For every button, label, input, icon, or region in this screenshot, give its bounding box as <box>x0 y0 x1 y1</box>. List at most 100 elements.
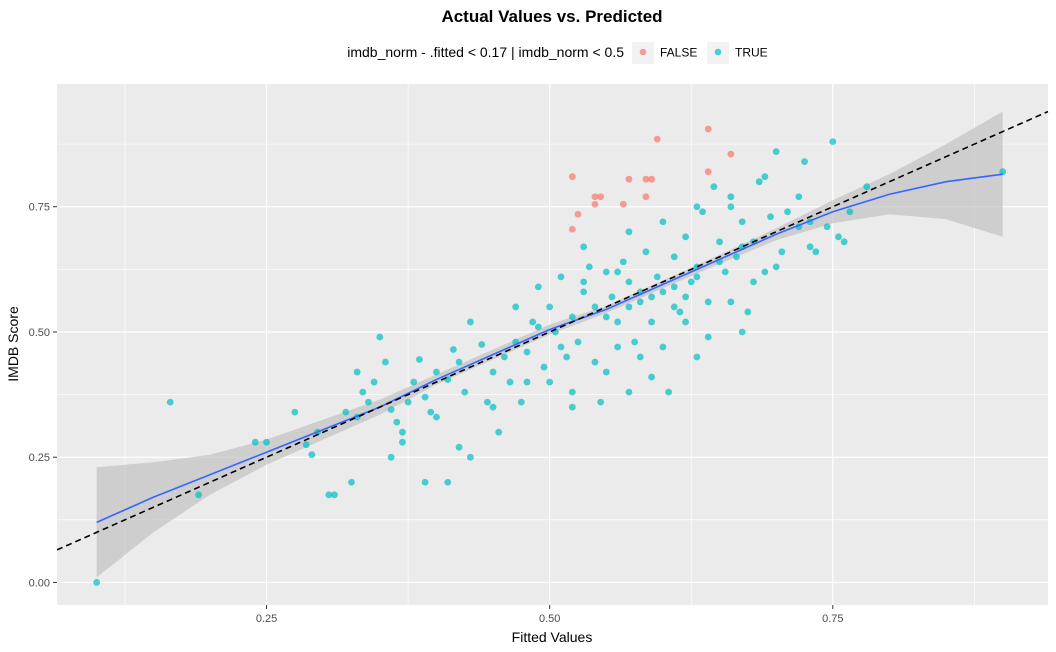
data-point-true <box>574 338 582 346</box>
data-point-true <box>489 403 497 411</box>
y-tick-label: 0.75 <box>29 202 50 214</box>
data-point-true <box>693 203 701 211</box>
data-point-true <box>568 313 576 321</box>
data-point-true <box>353 368 361 376</box>
data-point-false <box>642 175 650 183</box>
data-point-false <box>568 173 576 181</box>
data-point-true <box>846 208 854 216</box>
data-point-true <box>387 406 395 414</box>
x-tick-label: 0.75 <box>822 613 843 625</box>
data-point-true <box>659 218 667 226</box>
data-point-true <box>823 223 831 231</box>
plot-panel <box>57 84 1048 605</box>
data-point-true <box>478 341 486 348</box>
data-point-true <box>784 208 791 216</box>
data-point-true <box>450 346 457 353</box>
data-point-false <box>568 225 576 233</box>
data-point-true <box>557 273 565 281</box>
data-point-true <box>580 243 588 251</box>
data-point-true <box>806 243 814 251</box>
data-point-true <box>466 318 474 326</box>
data-point-true <box>455 358 463 366</box>
legend-label-false: FALSE <box>660 46 697 60</box>
data-point-true <box>716 238 723 246</box>
data-point-true <box>693 353 701 361</box>
data-point-true <box>523 348 531 356</box>
legend-marker-false <box>639 48 647 56</box>
data-point-true <box>863 183 871 191</box>
axes-layer: 0.25 0.50 0.75 0.00 0.25 0.50 0.75 <box>29 202 844 625</box>
data-point-true <box>325 491 333 499</box>
data-point-true <box>755 178 763 186</box>
data-point-true <box>733 253 740 261</box>
smooth-line <box>96 173 1003 524</box>
data-point-true <box>795 193 803 201</box>
data-point-false <box>653 135 661 143</box>
chart-title: Actual Values vs. Predicted <box>441 7 662 26</box>
data-point-true <box>602 268 610 276</box>
data-point-true <box>704 298 712 306</box>
data-point-true <box>778 248 786 256</box>
data-point-true <box>761 268 769 276</box>
legend-label-true: TRUE <box>735 46 768 60</box>
data-point-true <box>263 438 270 446</box>
data-point-true <box>648 293 655 301</box>
data-point-true <box>302 441 310 449</box>
data-point-true <box>444 376 452 383</box>
data-point-true <box>421 393 429 401</box>
data-point-true <box>614 268 622 276</box>
data-point-true <box>365 398 372 406</box>
data-point-true <box>625 278 633 286</box>
data-point-true <box>636 353 644 361</box>
data-point-true <box>393 418 401 426</box>
data-point-true <box>580 278 588 286</box>
data-point-true <box>342 408 350 416</box>
data-point-true <box>251 438 259 446</box>
data-point-true <box>461 388 469 396</box>
data-point-true <box>648 373 655 381</box>
y-tick-label: 0.00 <box>29 577 50 589</box>
data-point-true <box>433 368 440 376</box>
data-point-true <box>631 338 639 346</box>
data-point-true <box>568 388 576 396</box>
data-point-true <box>416 356 423 363</box>
data-point-true <box>608 293 616 301</box>
data-point-true <box>421 478 429 486</box>
data-point-true <box>166 398 174 406</box>
data-point-true <box>466 453 474 461</box>
data-point-true <box>738 218 746 226</box>
reference-line <box>56 110 1049 551</box>
data-point-true <box>636 298 644 306</box>
data-point-false <box>591 193 599 201</box>
data-point-true <box>444 478 452 486</box>
data-point-true <box>387 453 395 461</box>
data-point-true <box>534 323 542 331</box>
data-point-true <box>693 273 701 281</box>
legend-marker-true <box>714 48 722 56</box>
data-point-true <box>999 168 1007 176</box>
data-point-true <box>540 363 548 371</box>
data-point-true <box>404 398 412 406</box>
data-point-true <box>546 303 554 311</box>
data-point-true <box>512 303 520 311</box>
data-point-true <box>580 288 588 296</box>
data-point-true <box>738 328 746 336</box>
data-point-true <box>529 318 537 326</box>
data-point-false <box>704 125 712 133</box>
data-point-true <box>534 283 542 291</box>
legend: imdb_norm - .fitted < 0.17 | imdb_norm <… <box>347 42 768 64</box>
data-point-true <box>585 263 593 271</box>
data-point-true <box>500 353 508 361</box>
x-tick-label: 0.25 <box>256 613 277 625</box>
data-point-true <box>653 273 661 281</box>
data-point-true <box>670 283 678 291</box>
data-point-true <box>489 368 497 376</box>
data-point-true <box>370 378 378 386</box>
data-point-true <box>829 138 837 146</box>
data-point-true <box>659 288 667 296</box>
data-point-true <box>642 248 650 256</box>
data-point-true <box>517 398 525 406</box>
data-point-true <box>495 428 503 436</box>
data-point-true <box>625 388 633 396</box>
